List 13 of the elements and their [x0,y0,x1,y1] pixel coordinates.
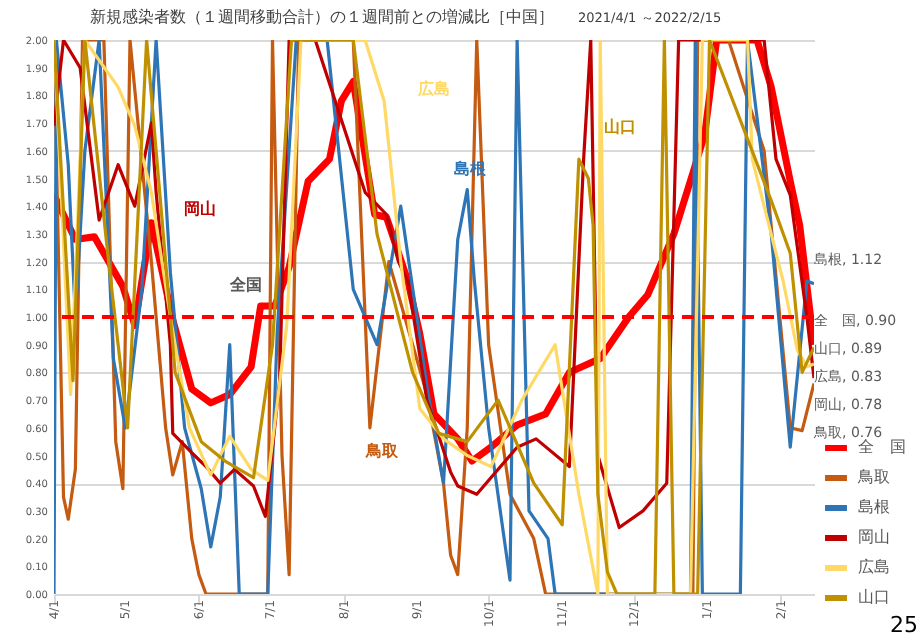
annotation: 岡山 [184,200,216,218]
legend-label: 全 国 [858,438,906,456]
chart-title: 新規感染者数（１週間移動合計）の１週間前との増減比［中国］ [90,8,554,26]
text: 25 [890,612,918,638]
legend-label: 広島 [858,558,890,576]
annotation: 全国 [228,276,262,294]
annotation: 広島 [416,78,450,98]
annotation: 鳥取 [364,442,400,460]
legend-label: 岡山 [858,528,890,546]
annotation: 山口 [604,118,636,136]
legend-label: 島根 [858,498,890,516]
legend-label: 山口 [858,588,890,606]
legend-label: 鳥取 [856,468,890,486]
